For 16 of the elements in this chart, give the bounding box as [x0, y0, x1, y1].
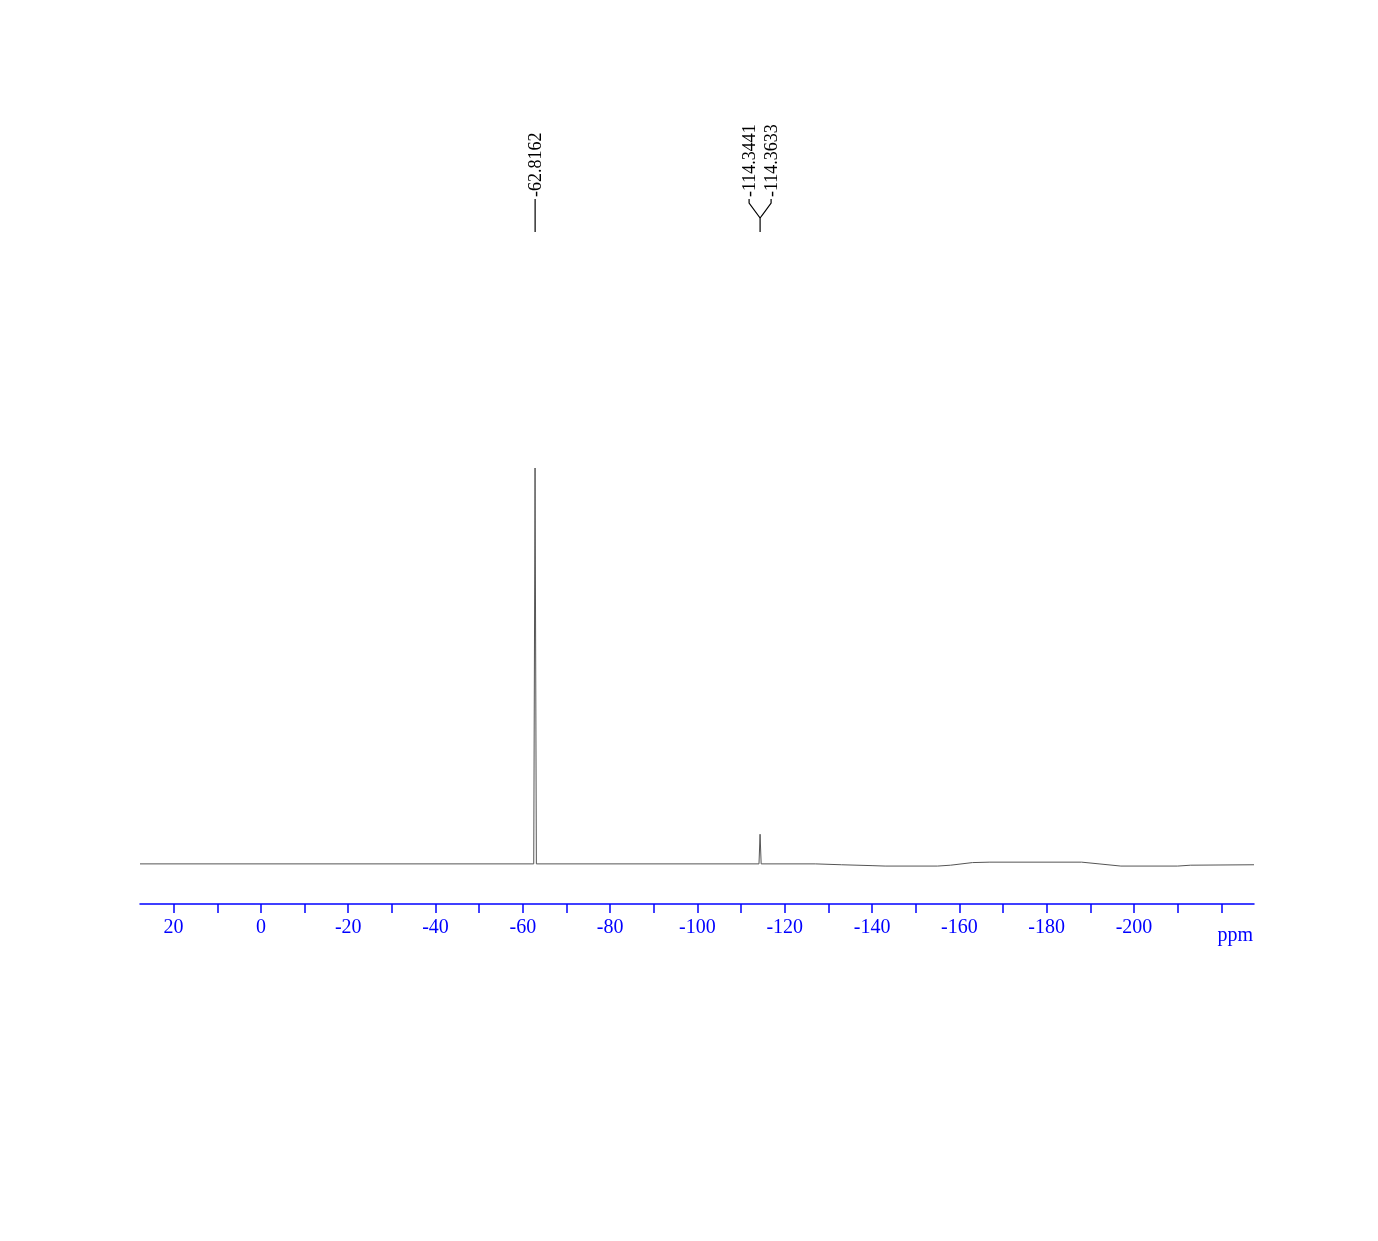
annotation: -62.8162 — [525, 132, 546, 197]
x-tick-label: -120 — [766, 915, 804, 937]
x-tick-label: -160 — [941, 915, 978, 937]
x-axis-title: ppm — [1217, 923, 1254, 946]
x-tick-label: 20 — [163, 915, 184, 937]
x-tick-label: -200 — [1115, 915, 1153, 937]
annotation: -114.3633 — [761, 124, 782, 197]
x-tick-label: -100 — [679, 915, 716, 937]
x-tick-label: -80 — [596, 915, 624, 937]
x-tick-label: -20 — [334, 915, 362, 937]
x-tick-label: -180 — [1028, 915, 1065, 937]
x-tick-label: -40 — [422, 915, 449, 937]
x-tick-label: -60 — [509, 915, 537, 937]
x-tick-label: -140 — [853, 915, 891, 937]
x-tick-label: 0 — [255, 915, 266, 937]
annotation: -114.3441 — [739, 124, 760, 197]
